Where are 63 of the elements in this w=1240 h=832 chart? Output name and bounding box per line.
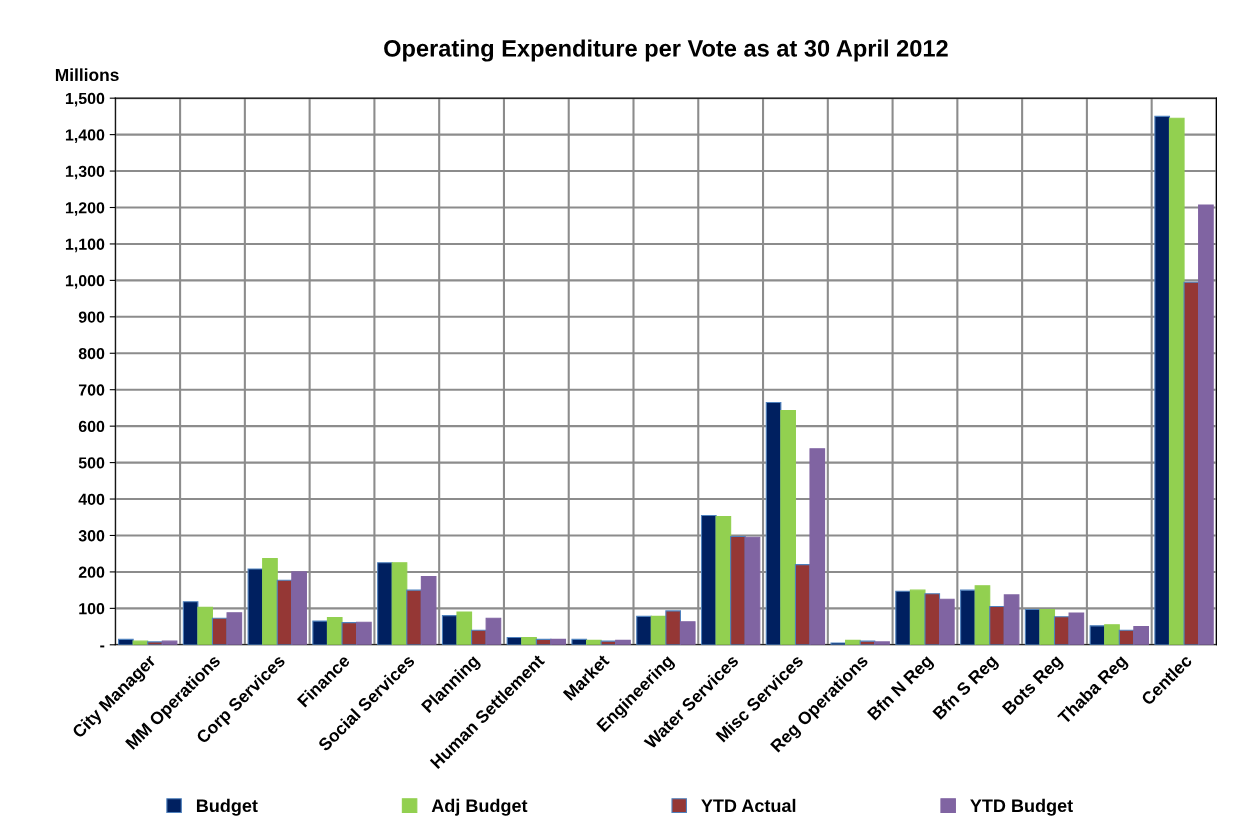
bar <box>924 593 941 645</box>
bar <box>1133 626 1149 645</box>
bar <box>1068 612 1085 645</box>
legend-label: YTD Budget <box>970 798 1073 816</box>
y-tick-label: 1,200 <box>65 202 105 216</box>
y-axis-title: Millions <box>55 68 119 82</box>
y-tick-label: 1,500 <box>65 92 105 107</box>
bar <box>1168 117 1185 645</box>
bar <box>1154 115 1171 645</box>
bar <box>744 536 761 645</box>
bar <box>456 611 473 645</box>
chart-title: Operating Expenditure per Vote as at 30 April 2012 <box>384 39 948 62</box>
y-tick-label: - <box>100 645 105 648</box>
bar <box>909 589 926 645</box>
y-tick-label: 300 <box>78 530 105 542</box>
y-tick-label: 1,300 <box>65 165 105 180</box>
bar <box>197 606 214 645</box>
bar <box>780 409 796 645</box>
bar <box>262 557 278 645</box>
bar <box>636 615 652 645</box>
bar <box>665 610 682 645</box>
bar <box>391 562 408 645</box>
bar <box>226 612 243 645</box>
bar <box>938 598 955 645</box>
y-tick-label: 500 <box>78 457 105 469</box>
y-tick-label: 700 <box>78 384 105 396</box>
bar <box>1183 281 1200 645</box>
bar <box>1039 608 1056 645</box>
bar <box>1003 594 1020 645</box>
bar <box>182 601 199 645</box>
bar <box>420 576 437 645</box>
bar <box>312 620 329 645</box>
y-tick-label: 1,000 <box>65 275 105 289</box>
bar <box>874 641 890 645</box>
y-tick-label: 1,400 <box>65 129 105 143</box>
bar <box>895 590 911 645</box>
bar <box>377 562 393 645</box>
bar <box>341 622 358 645</box>
y-tick-label: 800 <box>78 347 105 360</box>
y-tick-label: 100 <box>79 602 105 615</box>
y-tick-label: 1,100 <box>65 238 105 253</box>
bar <box>1104 624 1120 645</box>
bar <box>989 605 1005 645</box>
bar <box>974 585 991 645</box>
bar <box>356 621 372 645</box>
legend-label: Adj Budget <box>431 798 528 816</box>
bar <box>715 515 732 645</box>
bar <box>809 448 826 645</box>
y-tick-label: 200 <box>78 566 105 578</box>
bar <box>406 589 422 645</box>
bar <box>679 621 696 645</box>
y-tick-label: 600 <box>78 420 105 433</box>
legend-label: Budget <box>196 798 258 816</box>
bar <box>730 536 746 645</box>
y-tick-label: 400 <box>78 493 105 505</box>
y-tick-label: 900 <box>78 311 105 323</box>
bar <box>960 589 976 645</box>
bar <box>1198 204 1214 645</box>
bar <box>485 617 502 645</box>
bar <box>247 568 264 645</box>
legend-label: YTD Actual <box>701 798 796 813</box>
bar <box>1089 625 1106 645</box>
bar <box>291 571 307 645</box>
